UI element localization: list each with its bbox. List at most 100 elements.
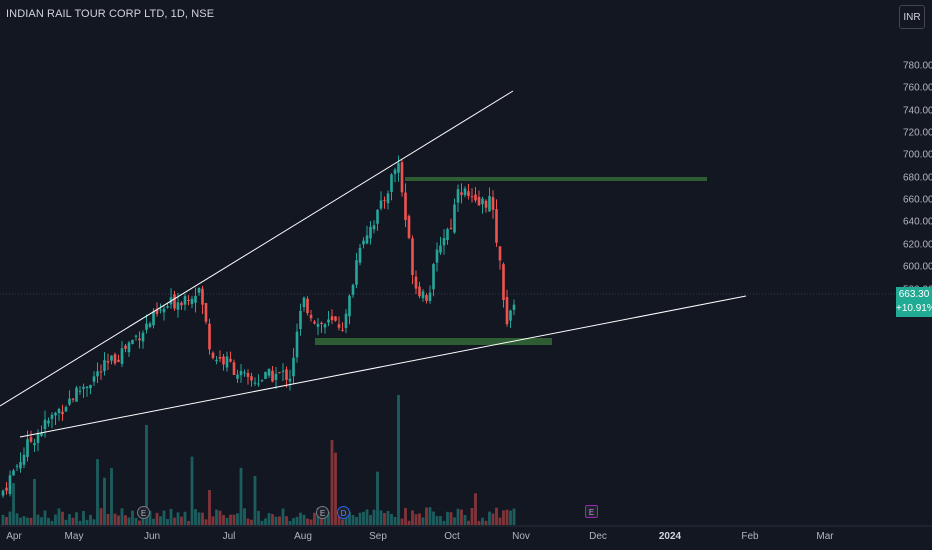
volume-bar (113, 513, 117, 525)
lower-trendline[interactable] (19, 295, 747, 438)
volume-bar (358, 512, 362, 525)
volume-bar (484, 520, 488, 525)
dividend-icon[interactable]: D (337, 506, 350, 519)
volume-bar (404, 507, 407, 525)
volume-bar (103, 477, 106, 525)
volume-bar (134, 517, 138, 525)
candle-body (239, 370, 243, 376)
volume-bar (337, 511, 341, 525)
candle-body (481, 198, 484, 205)
volume-bar (250, 519, 253, 525)
candle-body (243, 372, 246, 374)
last-price-badge: 663.30 +10.91% (896, 287, 932, 317)
time-tick-label: Nov (512, 531, 530, 542)
candle-body (162, 308, 166, 313)
resistance-zone[interactable] (405, 177, 707, 181)
volume-bar (512, 508, 516, 525)
volume-bar (92, 519, 96, 525)
candle-body (194, 295, 197, 303)
volume-bar (474, 493, 477, 525)
time-tick-label: Feb (741, 531, 759, 542)
candle-body (253, 382, 257, 384)
candle-body (57, 408, 61, 413)
symbol-title[interactable]: INDIAN RAIL TOUR CORP LTD, 1D, NSE (6, 8, 215, 20)
volume-bar (502, 510, 505, 525)
candle-body (215, 360, 218, 362)
volume-bar (407, 520, 411, 525)
candle-body (428, 292, 432, 302)
candle-body (127, 342, 131, 353)
volume-bar (288, 520, 292, 525)
upper-trendline[interactable] (0, 90, 514, 407)
volume-bar (421, 517, 425, 525)
time-tick-label: Dec (589, 531, 607, 542)
price-tick-label: 600.00 (903, 261, 932, 273)
candle-body (99, 371, 103, 373)
candle-body (313, 321, 316, 324)
candle-body (411, 238, 414, 275)
candle-body (390, 174, 393, 192)
volume-bar (208, 490, 211, 525)
volume-bar (306, 518, 309, 525)
volume-bar (348, 511, 351, 525)
candle-body (54, 412, 57, 416)
candle-body (225, 356, 229, 368)
volume-bar (40, 517, 43, 525)
support-zone[interactable] (315, 338, 552, 345)
candle-body (474, 194, 477, 201)
candle-body (236, 374, 239, 379)
volume-bar (106, 513, 110, 525)
volume-bar (194, 509, 197, 525)
candle-body (362, 240, 365, 245)
candle-body (407, 216, 411, 239)
candle-body (176, 302, 180, 310)
candle-body (288, 378, 292, 382)
volume-bar (47, 517, 50, 525)
candle-body (197, 287, 201, 293)
currency-button[interactable]: INR (899, 5, 925, 29)
volume-bar (29, 517, 33, 525)
volume-bar (292, 518, 295, 525)
volume-bar (477, 520, 481, 525)
volume-bar (75, 512, 78, 525)
candle-body (383, 199, 386, 201)
candle-body (316, 323, 320, 327)
volume-bar (229, 514, 232, 525)
volume-bar (166, 519, 169, 525)
candle-body (103, 360, 106, 372)
volume-bar (355, 516, 358, 525)
volume-bar (460, 509, 463, 525)
candle-body (337, 324, 341, 328)
candle-body (460, 192, 463, 195)
volume-bar (439, 516, 442, 525)
earnings-icon[interactable]: E (137, 506, 150, 519)
candle-body (131, 339, 134, 344)
last-price: 663.30 (898, 289, 930, 300)
volume-bar (295, 516, 299, 525)
candle-body (505, 297, 509, 325)
volume-bar (400, 518, 404, 525)
volume-bar (260, 520, 264, 525)
candle-body (204, 303, 208, 322)
volume-bar (201, 512, 204, 525)
time-tick-label: Mar (816, 531, 834, 542)
candle-body (456, 189, 460, 203)
earnings-icon[interactable]: E (316, 506, 329, 519)
volume-bar (341, 519, 344, 525)
candle-body (120, 348, 124, 364)
volume-bar (145, 425, 148, 525)
candle-body (334, 316, 337, 321)
volume-bar (159, 516, 162, 525)
time-tick-label: Apr (6, 531, 22, 542)
candle-body (92, 376, 96, 382)
candle-body (61, 411, 64, 415)
time-tick-label: May (64, 531, 84, 542)
volume-bar (152, 518, 155, 525)
volume-bar (362, 511, 365, 525)
volume-bar (169, 508, 173, 525)
time-tick-label: Sep (369, 531, 387, 542)
candle-body (509, 310, 512, 321)
candle-body (425, 295, 428, 301)
upcoming-earnings-icon[interactable]: E (585, 505, 598, 518)
